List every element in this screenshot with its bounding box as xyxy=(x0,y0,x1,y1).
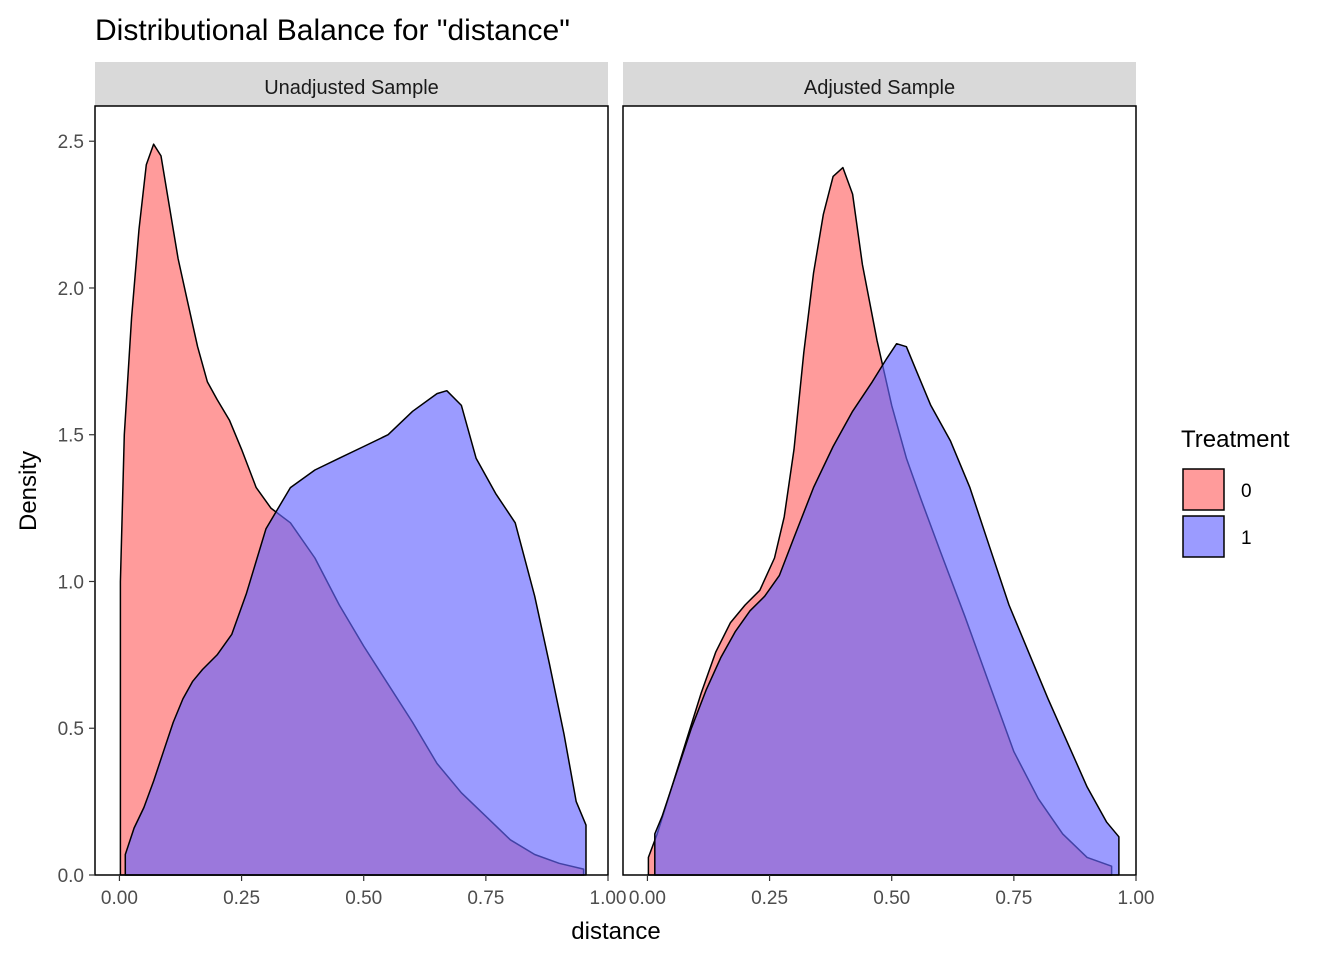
panel-2: Adjusted Sample 0.00 0.25 0.50 0.75 1.00 xyxy=(622,62,1155,909)
facet-strip-label: Adjusted Sample xyxy=(804,77,955,99)
x-tick-label: 0.00 xyxy=(629,888,666,909)
legend-label: 1 xyxy=(1241,528,1252,549)
y-tick-label: 2.5 xyxy=(58,132,84,153)
y-tick-label: 1.5 xyxy=(58,426,84,447)
facet-strip xyxy=(95,62,608,106)
panel-border xyxy=(94,105,609,876)
facet-strip-label: Unadjusted Sample xyxy=(264,77,439,99)
x-tick-label: 1.00 xyxy=(590,888,627,909)
x-tick-label: 0.00 xyxy=(101,888,138,909)
panel-1: Unadjusted Sample 0.00 0.25 0.50 0.75 1.00 0.0… xyxy=(58,62,627,909)
legend: Treatment 0 1 xyxy=(1181,426,1290,559)
y-axis-title: Density xyxy=(15,451,42,531)
y-tick-label: 0.0 xyxy=(58,866,84,887)
x-tick-label: 0.75 xyxy=(995,888,1032,909)
legend-label: 0 xyxy=(1241,481,1252,502)
x-tick-label: 0.75 xyxy=(467,888,504,909)
x-tick-label: 1.00 xyxy=(1118,888,1155,909)
facet-strip xyxy=(623,62,1136,106)
legend-item-0: 0 xyxy=(1181,467,1252,512)
x-tick-label: 0.25 xyxy=(223,888,260,909)
x-tick-label: 0.50 xyxy=(345,888,382,909)
density-area-treatment-1 xyxy=(124,389,587,876)
legend-swatch xyxy=(1182,515,1225,558)
density-area-treatment-1 xyxy=(654,342,1120,876)
x-axis-title: distance xyxy=(571,918,660,945)
legend-item-1: 1 xyxy=(1181,514,1252,559)
x-tick-label: 0.50 xyxy=(873,888,910,909)
legend-title: Treatment xyxy=(1181,426,1290,453)
chart-title: Distributional Balance for "distance" xyxy=(95,14,570,47)
y-tick-label: 0.5 xyxy=(58,719,84,740)
y-tick-label: 2.0 xyxy=(58,279,84,300)
x-tick-label: 0.25 xyxy=(751,888,788,909)
y-tick-label: 1.0 xyxy=(58,572,84,593)
panel-border xyxy=(622,105,1137,876)
legend-swatch xyxy=(1182,468,1225,511)
